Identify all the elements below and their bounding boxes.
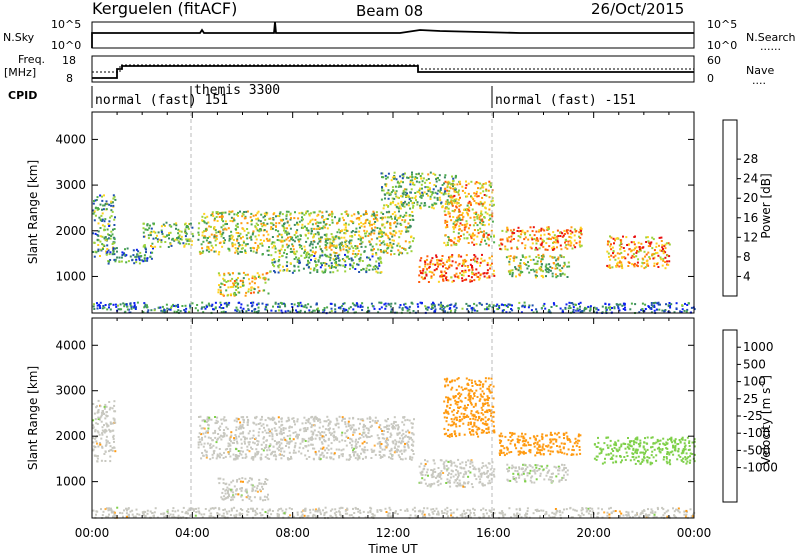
cpid-panel: CPID normal (fast) 151 themis 3300 norma…: [8, 83, 636, 108]
cpid-segment-3: normal (fast) -151: [495, 93, 636, 108]
freq-right-tick-bottom: 0: [707, 72, 714, 85]
velocity-echo-region: [197, 415, 415, 461]
ytick-label: 3000: [55, 178, 86, 192]
power-colorbar: 4 8 12 16 20 24 28: [722, 119, 758, 297]
nsky-panel: N.Sky 10^5 10^0 10^5 10^0 N.Search .....…: [3, 18, 796, 53]
velocity-echo-region: [593, 436, 696, 466]
station-title: Kerguelen (fitACF): [92, 0, 237, 18]
xlabel: Time UT: [367, 542, 418, 554]
power-colorbar-tick-label: 8: [743, 250, 751, 264]
power-colorbar-tick-label: 20: [743, 191, 758, 205]
date-title: 26/Oct/2015: [591, 0, 684, 18]
freq-left-tick-bottom: 8: [66, 72, 73, 85]
velocity-echo-region: [217, 477, 270, 502]
colorbar-frame: [722, 119, 738, 297]
velocity-echo-region: [418, 458, 496, 489]
velocity-colorbar-tick-label: 25: [743, 392, 758, 406]
ytick-label: 4000: [55, 132, 86, 146]
freq-panel: Freq. [MHz] 18 8 60 0 Nave ....: [4, 53, 774, 87]
velocity-colorbar-tick-label: 500: [743, 357, 766, 371]
power-colorbar-tick-label: 16: [743, 211, 758, 225]
velocity-colorbar-tick-label: -25: [743, 409, 763, 423]
power-colorbar-tick-label: 28: [743, 152, 758, 166]
xtick-label: 16:00: [476, 526, 511, 540]
ytick-label: 3000: [55, 384, 86, 398]
nsky-right-tick-top: 10^5: [707, 18, 737, 31]
velocity-colorbar-tick-label: 100: [743, 375, 766, 389]
nave-label: Nave: [746, 64, 774, 77]
velocity-echo-region: [92, 399, 117, 463]
freq-left-tick-top: 18: [62, 54, 76, 67]
xtick-label: 04:00: [175, 526, 210, 540]
ytick-label: 2000: [55, 429, 86, 443]
velocity-colorbar-tick-label: -500: [743, 443, 770, 457]
ytick-label: 1000: [55, 269, 86, 283]
xtick-label: 20:00: [576, 526, 611, 540]
cpid-segment-2: themis 3300: [194, 83, 280, 98]
nsky-left-tick-top: 10^5: [51, 18, 81, 31]
cpid-segment-1: normal (fast) 151: [95, 93, 228, 108]
nsky-line: [91, 21, 694, 48]
power-colorbar-tick-label: 12: [743, 230, 758, 244]
power-echo-region: [92, 301, 696, 315]
power-echo-region: [418, 253, 496, 283]
velocity-colorbar: 1000 500 100 25 -25 -100 -500 -1000: [722, 329, 778, 503]
nsearch-legend: ......: [760, 40, 781, 53]
power-echo-region: [217, 271, 270, 297]
freq-line: [92, 65, 694, 79]
velocity-colorbar-label-sup: -1: [758, 380, 767, 388]
power-colorbar-tick-label: 24: [743, 172, 758, 186]
freq-label-2: [MHz]: [4, 66, 36, 79]
velocity-colorbar-tick-label: -1000: [743, 461, 778, 475]
nsky-label: N.Sky: [3, 31, 35, 44]
velocity-colorbar-label-main: Velocity [m s: [759, 388, 773, 465]
power-echo-region: [498, 226, 583, 251]
freq-right-tick-top: 60: [707, 54, 721, 67]
velocity-echo-region: [498, 431, 582, 457]
velocity-echo-region: [92, 506, 696, 520]
power-echo-region: [142, 221, 195, 249]
freq-label-1: Freq.: [18, 53, 45, 66]
colorbar-frame: [722, 329, 738, 503]
xtick-label: 00:00: [677, 526, 712, 540]
velocity-ylabel: Slant Range [km]: [26, 366, 40, 470]
nsearch-label: N.Search: [746, 31, 796, 44]
nsky-right-tick-bottom: 10^0: [707, 39, 737, 52]
mode-change-lines: [190, 112, 493, 518]
velocity-echo-region: [506, 463, 569, 484]
power-echo-region: [267, 253, 383, 274]
ytick-label: 1000: [55, 475, 86, 489]
power-ylabel: Slant Range [km]: [26, 160, 40, 264]
ytick-label: 2000: [55, 224, 86, 238]
power-echo-region: [107, 247, 154, 265]
power-echo-region: [606, 235, 671, 270]
velocity-colorbar-tick-label: 1000: [743, 340, 774, 354]
velocity-echo-layer: [92, 377, 696, 520]
nave-line: [92, 64, 694, 73]
power-echo-region: [197, 210, 415, 256]
power-colorbar-tick-label: 4: [743, 269, 751, 283]
power-plot-frame: [91, 111, 695, 314]
beam-title: Beam 08: [356, 2, 423, 20]
xtick-label: 08:00: [275, 526, 310, 540]
power-colorbar-label: Power [dB]: [759, 173, 773, 238]
axes-layer: 1000 2000 3000 4000 1000 2000 3000 4000 00:00 04:…: [55, 112, 711, 540]
power-echo-region: [443, 180, 496, 247]
velocity-plot-frame: [91, 317, 695, 519]
velocity-echo-region: [443, 377, 496, 438]
cpid-label: CPID: [8, 89, 37, 102]
velocity-colorbar-label-end: ]: [759, 375, 773, 380]
xtick-label: 00:00: [75, 526, 110, 540]
velocity-colorbar-label: Velocity [m s-1]: [758, 375, 773, 465]
ytick-label: 4000: [55, 338, 86, 352]
nsky-left-tick-bottom: 10^0: [51, 39, 81, 52]
xtick-label: 12:00: [376, 526, 411, 540]
power-echo-region: [505, 253, 571, 279]
power-echo-layer: [92, 171, 696, 315]
nave-legend: ....: [752, 74, 766, 87]
velocity-colorbar-tick-label: -100: [743, 426, 770, 440]
